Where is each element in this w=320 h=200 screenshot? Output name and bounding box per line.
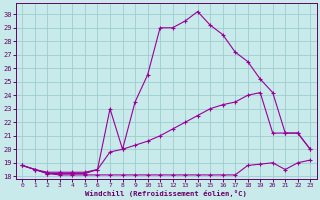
X-axis label: Windchill (Refroidissement éolien,°C): Windchill (Refroidissement éolien,°C) bbox=[85, 190, 247, 197]
